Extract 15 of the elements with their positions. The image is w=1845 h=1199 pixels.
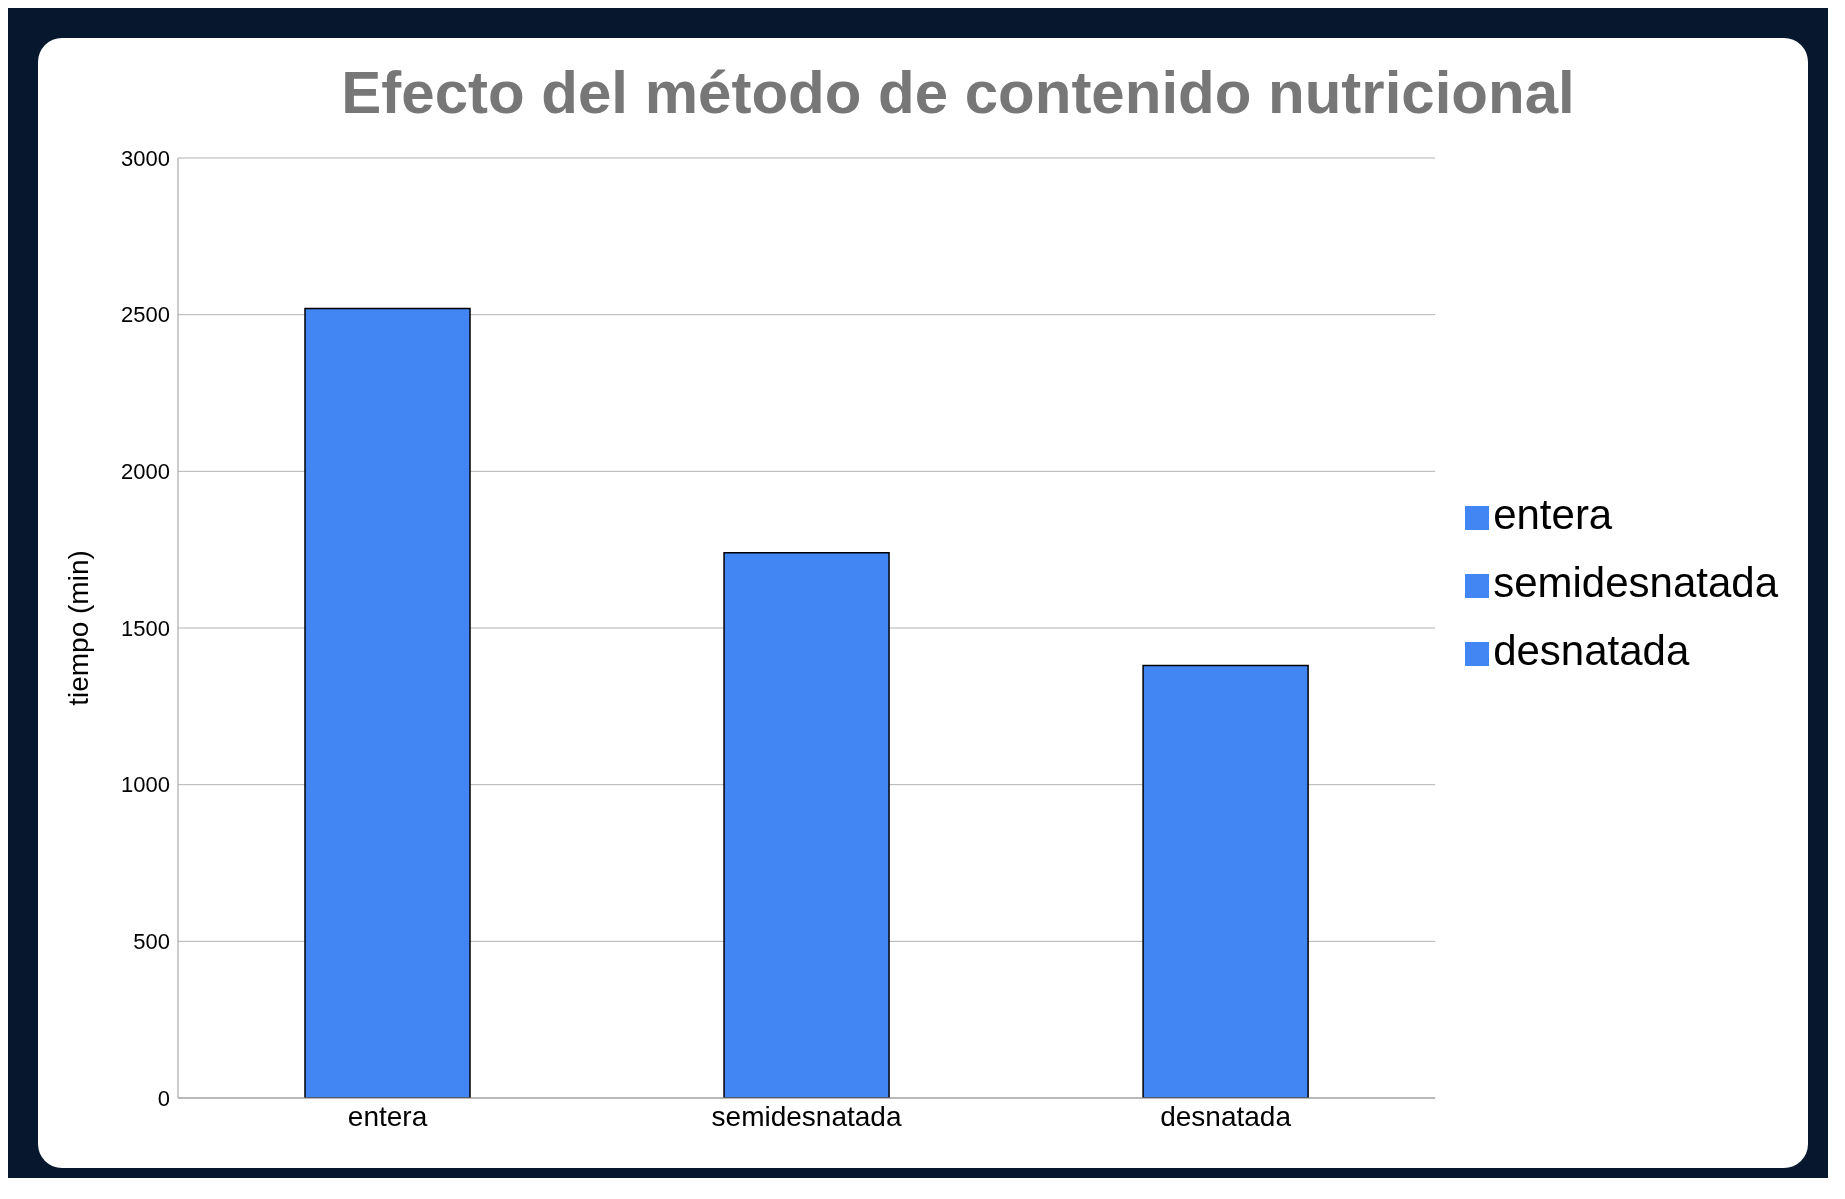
y-tick-label: 1000: [121, 772, 170, 798]
x-tick-label: desnatada: [1160, 1100, 1292, 1132]
y-tick-label: 0: [157, 1085, 170, 1111]
y-tick-label: 500: [133, 929, 170, 955]
x-tick-label: entera: [347, 1100, 428, 1132]
y-tick-label: 2000: [121, 459, 170, 485]
chart-title: Efecto del método de contenido nutricional: [340, 58, 1576, 127]
x-tick-label: semidesnatada: [711, 1100, 902, 1132]
legend-label: entera: [1493, 491, 1613, 538]
legend-label: desnatada: [1493, 627, 1690, 674]
legend-label: semidesnatada: [1493, 559, 1778, 606]
y-axis-title: tiempo (min): [62, 550, 94, 706]
y-tick-label: 3000: [121, 145, 170, 171]
y-tick-label: 2500: [121, 302, 170, 328]
y-tick-label: 1500: [121, 615, 170, 641]
